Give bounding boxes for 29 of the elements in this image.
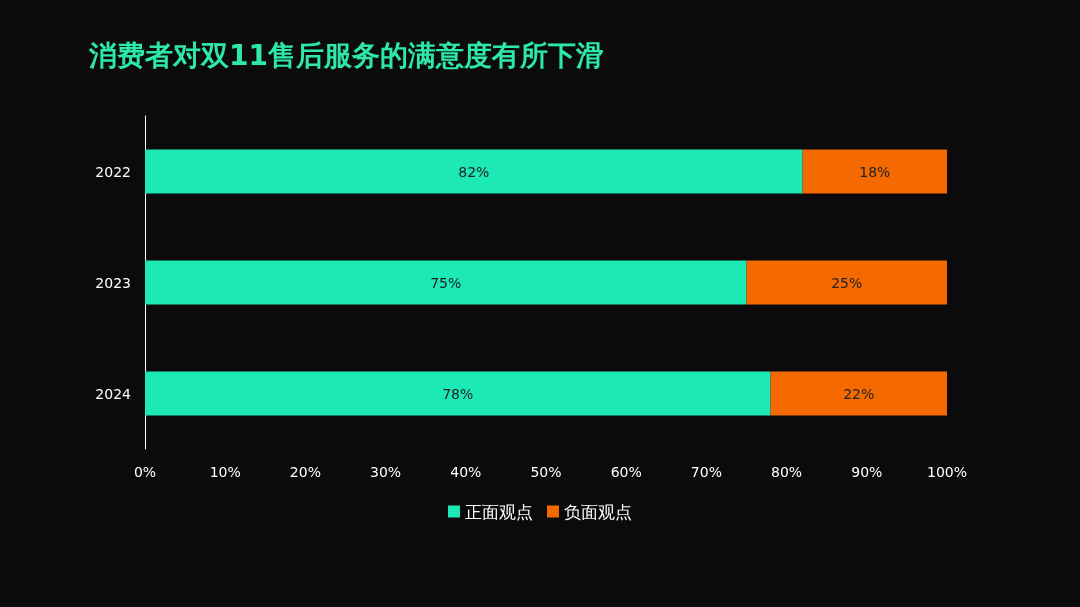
data-label: 82% <box>458 163 490 180</box>
data-label: 18% <box>859 163 891 180</box>
x-tick-label: 90% <box>851 464 883 480</box>
data-label: 25% <box>831 274 863 291</box>
x-tick-label: 0% <box>133 464 157 480</box>
x-tick-label: 60% <box>610 464 642 480</box>
bar <box>746 260 947 305</box>
bar <box>802 149 947 194</box>
bar <box>145 260 747 305</box>
legend-label: 负面观点 <box>564 501 632 522</box>
x-tick-label: 20% <box>289 464 321 480</box>
bar <box>145 149 803 194</box>
bar <box>770 371 947 416</box>
chart-title: 消费者对双11售后服务的满意度有所下滑 <box>88 38 604 72</box>
x-tick-label: 80% <box>771 464 803 480</box>
x-tick-label: 100% <box>926 464 968 480</box>
bar <box>145 371 771 416</box>
data-label: 78% <box>442 385 474 402</box>
data-label: 75% <box>430 274 462 291</box>
x-tick-label: 10% <box>209 464 241 480</box>
x-tick-label: 70% <box>690 464 722 480</box>
x-tick-label: 40% <box>450 464 482 480</box>
data-label: 22% <box>843 385 875 402</box>
y-tick-label: 2024 <box>95 385 132 402</box>
y-tick-label: 2023 <box>95 274 131 291</box>
x-tick-label: 30% <box>370 464 402 480</box>
y-tick-label: 2022 <box>95 163 131 180</box>
legend-label: 正面观点 <box>465 501 533 522</box>
x-tick-label: 50% <box>530 464 562 480</box>
